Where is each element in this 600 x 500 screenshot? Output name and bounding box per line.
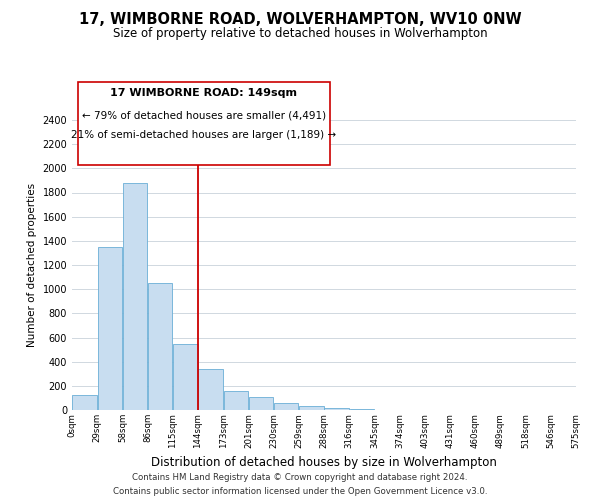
Text: Contains public sector information licensed under the Open Government Licence v3: Contains public sector information licen…	[113, 488, 487, 496]
Bar	[274, 403, 298, 410]
Bar	[98, 247, 122, 410]
Bar	[199, 369, 223, 410]
Text: Contains HM Land Registry data © Crown copyright and database right 2024.: Contains HM Land Registry data © Crown c…	[132, 472, 468, 482]
Y-axis label: Number of detached properties: Number of detached properties	[27, 183, 37, 347]
Bar	[224, 390, 248, 410]
Bar	[73, 395, 97, 410]
Text: 21% of semi-detached houses are larger (1,189) →: 21% of semi-detached houses are larger (…	[71, 130, 337, 140]
Bar	[123, 183, 147, 410]
X-axis label: Distribution of detached houses by size in Wolverhampton: Distribution of detached houses by size …	[151, 456, 497, 469]
Bar	[325, 408, 349, 410]
Text: 17 WIMBORNE ROAD: 149sqm: 17 WIMBORNE ROAD: 149sqm	[110, 88, 298, 99]
Bar	[173, 344, 197, 410]
Text: Size of property relative to detached houses in Wolverhampton: Size of property relative to detached ho…	[113, 28, 487, 40]
Bar	[350, 409, 374, 410]
Text: ← 79% of detached houses are smaller (4,491): ← 79% of detached houses are smaller (4,…	[82, 110, 326, 120]
Bar	[299, 406, 323, 410]
Bar	[249, 398, 273, 410]
Text: 17, WIMBORNE ROAD, WOLVERHAMPTON, WV10 0NW: 17, WIMBORNE ROAD, WOLVERHAMPTON, WV10 0…	[79, 12, 521, 28]
Bar	[148, 283, 172, 410]
